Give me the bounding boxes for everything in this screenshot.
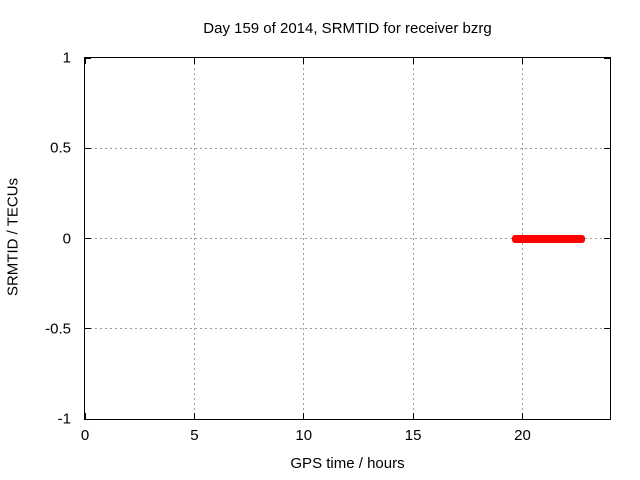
y-tick-left (85, 238, 91, 239)
x-tick-top (522, 58, 523, 64)
x-tick-label: 20 (514, 427, 531, 444)
x-tick-label: 5 (190, 427, 199, 444)
plot-area: 0 5 10 15 20 -1 -0.5 0 0.5 1 (45, 51, 611, 443)
x-tick-top (412, 58, 414, 64)
y-tick-left (85, 57, 91, 59)
x-tick-bottom (412, 413, 414, 419)
chart-title: Day 159 of 2014, SRMTID for receiver bzr… (203, 20, 492, 37)
x-tick-bottom (84, 413, 86, 419)
x-tick-bottom (193, 413, 195, 419)
y-tick-label: 0.5 (50, 139, 71, 157)
y-grid-line (85, 238, 610, 239)
y-axis-label: SRMTID / TECUs (4, 177, 22, 297)
x-tick-bottom (522, 413, 523, 419)
x-tick-top (193, 58, 195, 64)
x-tick-bottom (303, 413, 305, 419)
y-tick-right (604, 238, 610, 239)
y-tick-right (604, 328, 610, 330)
y-tick-label: -0.5 (45, 320, 71, 338)
y-tick-right (604, 147, 610, 149)
y-tick-label: 0 (62, 230, 71, 247)
x-tick-top (84, 58, 86, 64)
x-tick-label: 10 (295, 427, 313, 444)
y-tick-left (85, 418, 91, 420)
y-tick-left (85, 328, 91, 330)
x-tick-label: 15 (404, 427, 422, 444)
x-tick-label: 0 (80, 427, 90, 444)
y-grid-line (85, 328, 610, 330)
x-axis-label: GPS time / hours (290, 455, 405, 472)
y-tick-label: 1 (62, 49, 71, 67)
x-tick-top (303, 58, 305, 64)
y-tick-left (85, 147, 91, 149)
y-tick-label: -1 (57, 410, 71, 428)
y-grid-line (85, 147, 610, 149)
series-segment (511, 234, 585, 243)
y-tick-right (604, 57, 610, 59)
y-tick-right (604, 418, 610, 420)
